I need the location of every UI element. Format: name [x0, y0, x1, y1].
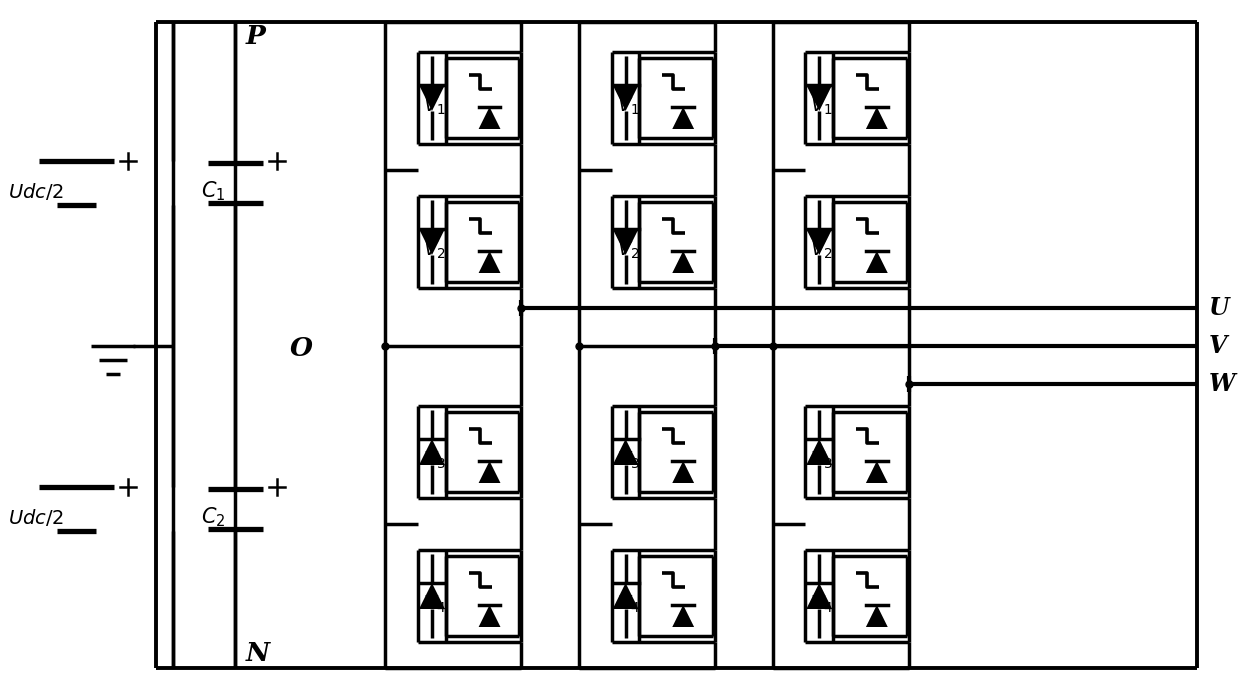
Polygon shape — [613, 85, 639, 111]
Text: $V_2$: $V_2$ — [423, 239, 445, 261]
Text: P: P — [246, 24, 265, 49]
Text: $V_2$: $V_2$ — [810, 239, 833, 261]
Polygon shape — [419, 85, 445, 111]
Text: $V_1$: $V_1$ — [423, 96, 445, 116]
Text: W: W — [1209, 372, 1235, 396]
Polygon shape — [806, 229, 832, 255]
Text: $V_4$: $V_4$ — [810, 593, 833, 615]
Polygon shape — [419, 583, 445, 609]
Polygon shape — [806, 583, 832, 609]
Text: $V_3$: $V_3$ — [616, 449, 640, 471]
Polygon shape — [672, 251, 694, 273]
Polygon shape — [613, 583, 639, 609]
Text: $V_4$: $V_4$ — [423, 593, 446, 615]
Text: $Udc/2$: $Udc/2$ — [7, 180, 63, 202]
Polygon shape — [479, 251, 501, 273]
Polygon shape — [866, 251, 888, 273]
Text: $V_3$: $V_3$ — [810, 449, 833, 471]
Text: $V_1$: $V_1$ — [810, 96, 833, 116]
Text: O: O — [290, 336, 312, 361]
Text: $V_2$: $V_2$ — [616, 239, 640, 261]
Polygon shape — [806, 439, 832, 465]
Polygon shape — [479, 461, 501, 483]
Polygon shape — [419, 439, 445, 465]
Polygon shape — [866, 461, 888, 483]
Polygon shape — [613, 439, 639, 465]
Polygon shape — [672, 605, 694, 627]
Polygon shape — [479, 605, 501, 627]
Polygon shape — [806, 85, 832, 111]
Polygon shape — [866, 107, 888, 129]
Text: V: V — [1209, 334, 1226, 358]
Text: $Udc/2$: $Udc/2$ — [7, 507, 63, 527]
Text: $V_1$: $V_1$ — [616, 96, 640, 116]
Polygon shape — [479, 107, 501, 129]
Polygon shape — [613, 229, 639, 255]
Polygon shape — [672, 107, 694, 129]
Polygon shape — [419, 229, 445, 255]
Text: $V_4$: $V_4$ — [616, 593, 640, 615]
Text: $V_3$: $V_3$ — [423, 449, 446, 471]
Polygon shape — [866, 605, 888, 627]
Polygon shape — [672, 461, 694, 483]
Text: U: U — [1209, 296, 1229, 320]
Text: $C_2$: $C_2$ — [201, 505, 226, 529]
Text: $C_1$: $C_1$ — [201, 179, 226, 203]
Text: N: N — [246, 641, 269, 666]
